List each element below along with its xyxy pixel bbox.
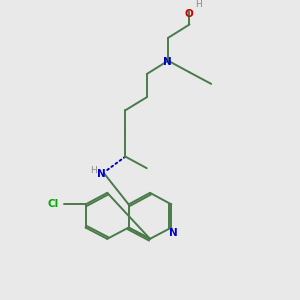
Text: H: H [90, 166, 97, 175]
Text: N: N [163, 57, 172, 67]
Text: N: N [97, 169, 106, 179]
Text: O: O [184, 9, 193, 19]
Text: Cl: Cl [48, 200, 59, 209]
Text: H: H [196, 0, 202, 9]
Text: N: N [169, 228, 178, 238]
